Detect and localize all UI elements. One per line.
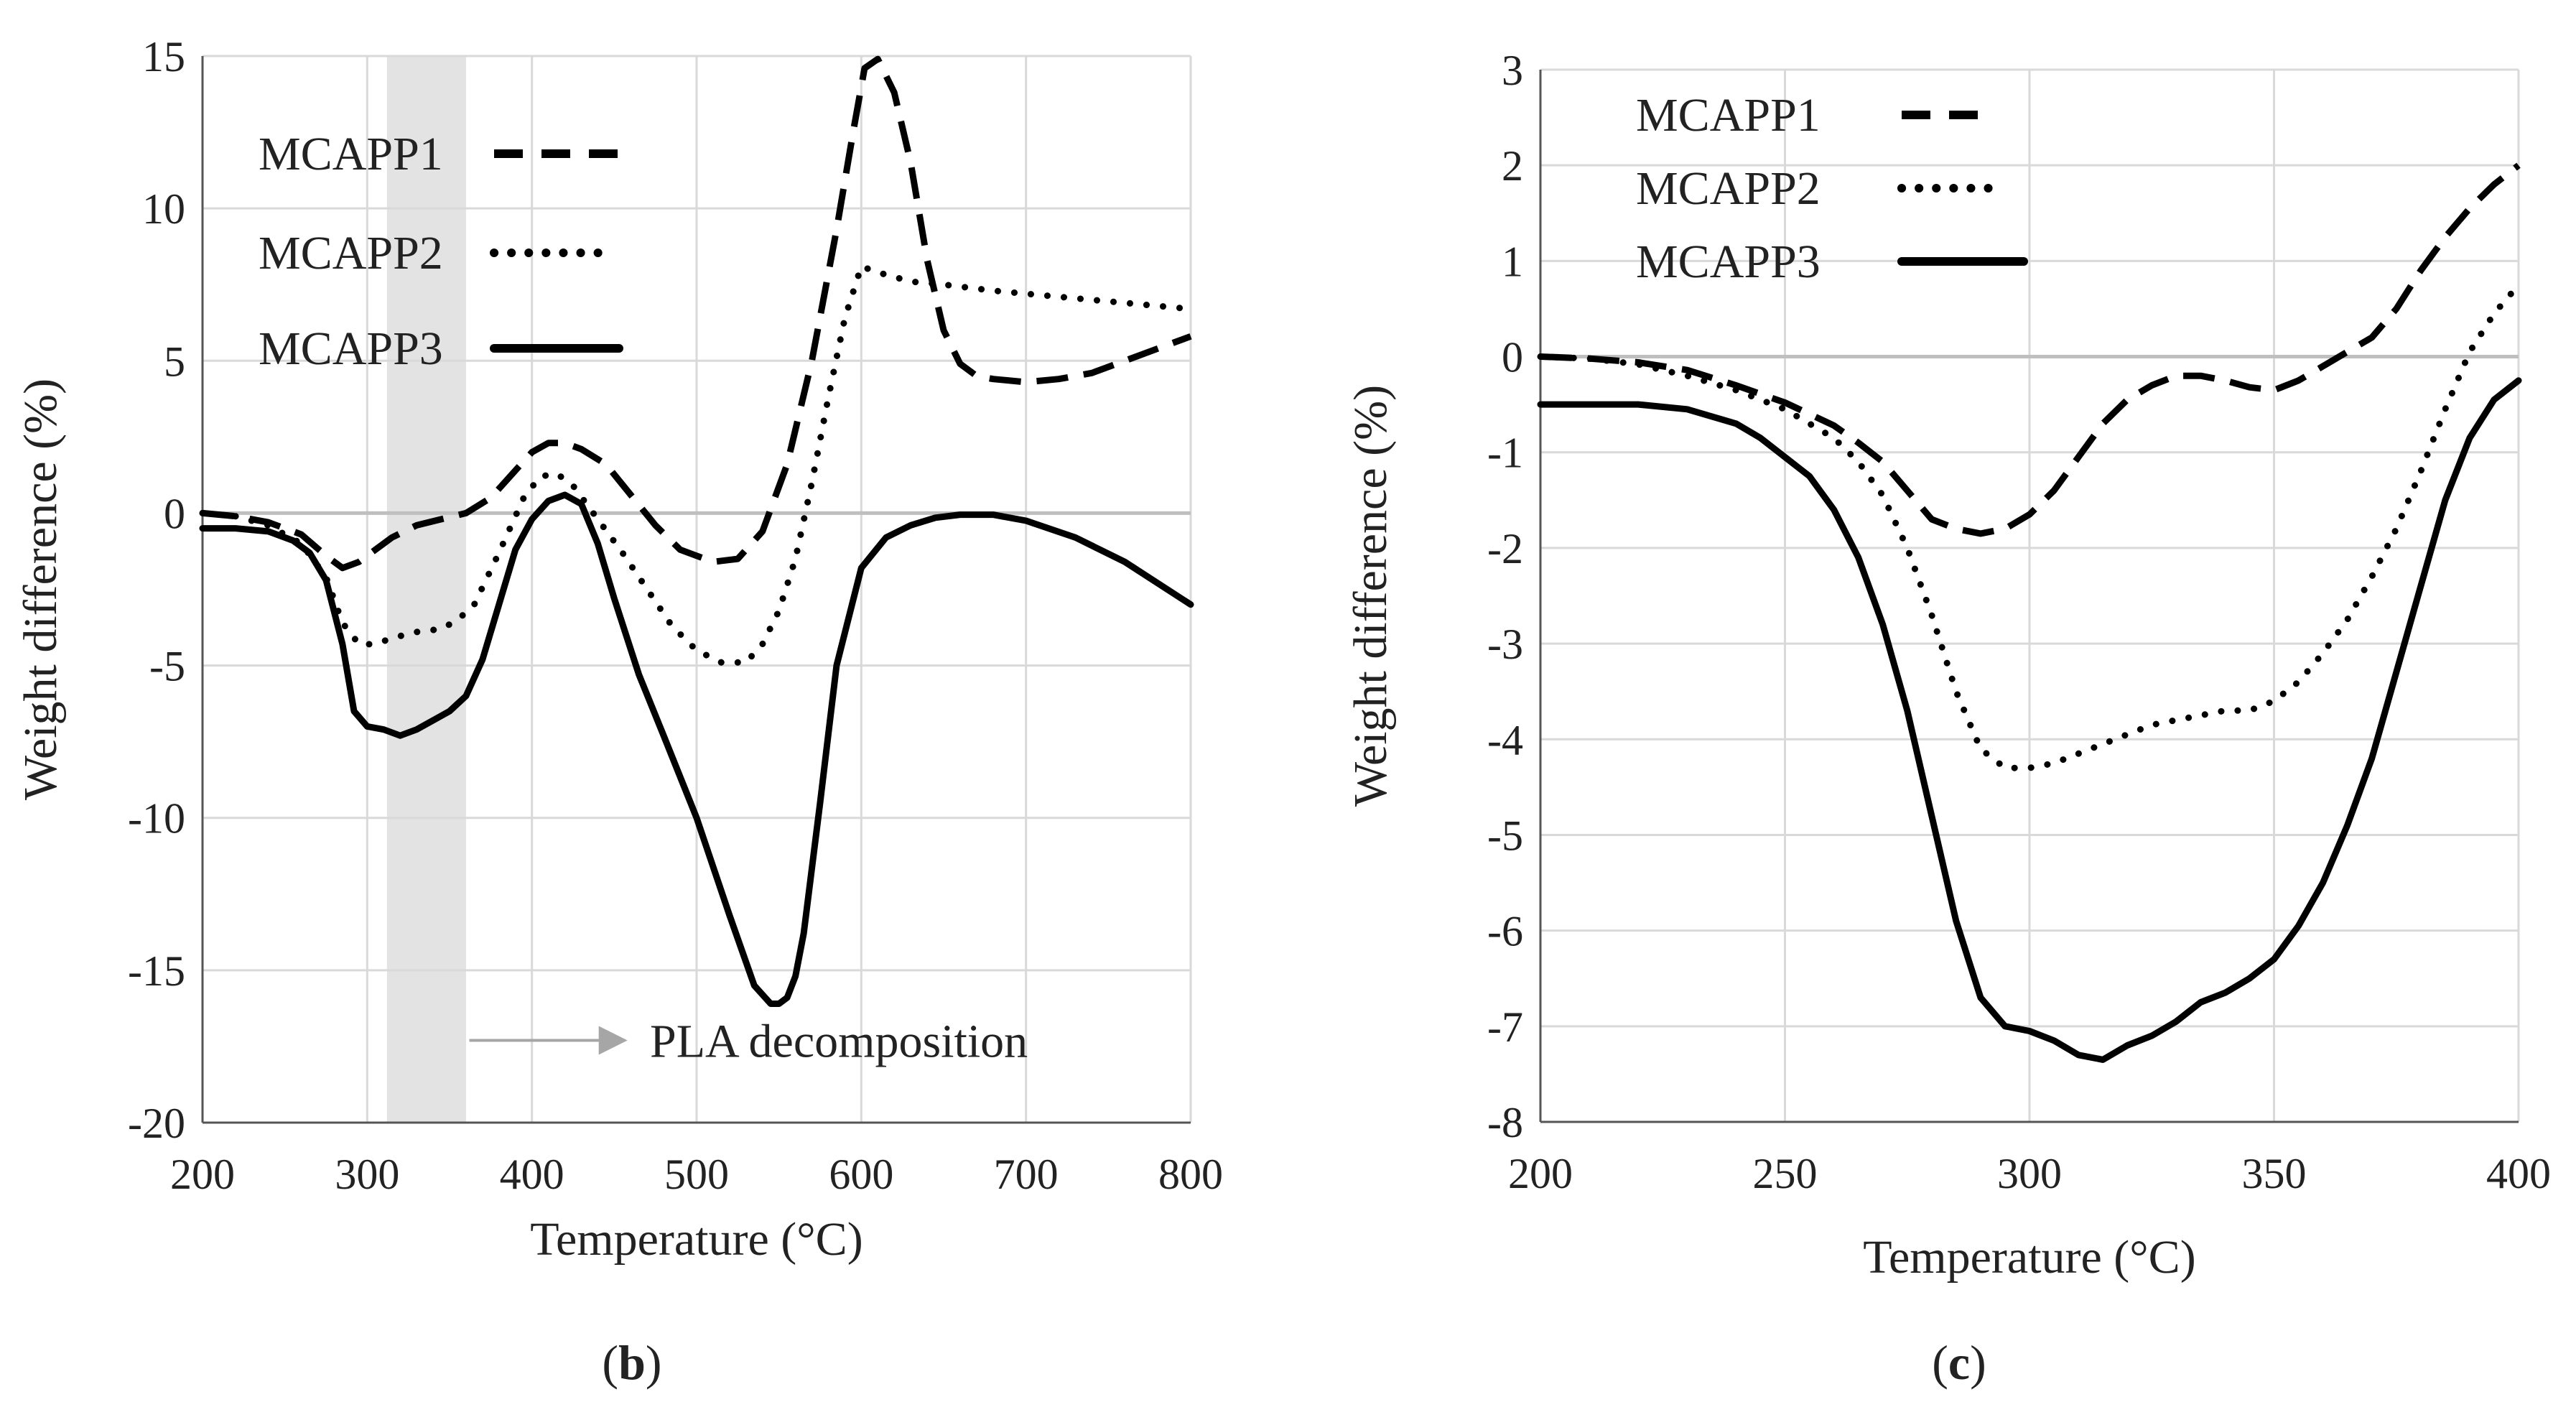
panel-label-letter: c (1948, 1335, 1970, 1390)
x-tick-label: 500 (664, 1151, 729, 1198)
panel-label-letter: b (618, 1335, 646, 1390)
legend-label-mcapp1: MCAPP1 (259, 128, 443, 180)
x-tick-label: 400 (2486, 1150, 2551, 1197)
y-tick-label: 5 (164, 338, 185, 385)
legend-label-mcapp3: MCAPP3 (1636, 236, 1821, 288)
series-line-mcapp2 (199, 263, 1194, 666)
y-axis-title: Weight difference (%) (14, 379, 67, 800)
y-tick-label: -15 (128, 947, 185, 995)
y-tick-label: 0 (1502, 334, 1523, 381)
x-tick-label: 200 (170, 1151, 235, 1198)
panel-label: (c) (1932, 1335, 1986, 1390)
panel-label-close: ) (1970, 1335, 1986, 1390)
legend-label-mcapp2: MCAPP2 (259, 227, 443, 279)
x-tick-label: 400 (500, 1151, 564, 1198)
y-tick-label: -5 (149, 643, 185, 690)
y-tick-label: -8 (1487, 1099, 1523, 1146)
x-tick-label: 700 (994, 1151, 1059, 1198)
x-axis-title: Temperature (°C) (1863, 1231, 2195, 1284)
y-tick-label: 15 (142, 33, 185, 80)
y-tick-label: -3 (1487, 621, 1523, 668)
y-tick-label: -1 (1487, 430, 1523, 477)
x-tick-label: 600 (829, 1151, 893, 1198)
panel-label-open: ( (602, 1335, 618, 1390)
x-tick-label: 350 (2242, 1150, 2307, 1197)
x-tick-label: 200 (1508, 1150, 1573, 1197)
y-axis-title: Weight difference (%) (1344, 385, 1397, 807)
series-line-mcapp1 (1540, 162, 2521, 537)
y-tick-label: 10 (142, 185, 185, 233)
legend-label-mcapp2: MCAPP2 (1636, 162, 1821, 215)
annotation-label: PLA decomposition (650, 1015, 1028, 1067)
panel-label-open: ( (1932, 1335, 1948, 1390)
highlight-band (386, 56, 466, 1123)
legend-label-mcapp1: MCAPP1 (1636, 89, 1821, 141)
series-line-mcapp1 (202, 55, 1192, 572)
panel-label-close: ) (646, 1335, 662, 1390)
y-tick-label: -2 (1487, 525, 1523, 572)
series-line-mcapp3 (199, 491, 1194, 1007)
series-line-mcapp3 (1537, 377, 2522, 1063)
x-tick-label: 300 (335, 1151, 399, 1198)
y-tick-label: -7 (1487, 1003, 1523, 1051)
y-tick-label: 2 (1502, 142, 1523, 190)
series-line-mcapp2 (1537, 282, 2522, 771)
panel-label: (b) (602, 1335, 661, 1390)
y-tick-label: -5 (1487, 812, 1523, 859)
y-tick-label: 1 (1502, 238, 1523, 285)
annotation-arrow-head-icon (598, 1026, 628, 1055)
y-tick-label: 0 (164, 490, 185, 537)
y-tick-label: -4 (1487, 716, 1523, 763)
x-tick-label: 800 (1158, 1151, 1223, 1198)
x-tick-label: 250 (1753, 1150, 1818, 1197)
x-axis-title: Temperature (°C) (530, 1213, 862, 1266)
y-tick-label: -10 (128, 795, 185, 843)
y-tick-label: 3 (1502, 47, 1523, 94)
y-tick-label: -6 (1487, 908, 1523, 955)
x-tick-label: 300 (1997, 1150, 2062, 1197)
legend-label-mcapp3: MCAPP3 (259, 322, 443, 375)
y-tick-label: -20 (128, 1100, 185, 1147)
